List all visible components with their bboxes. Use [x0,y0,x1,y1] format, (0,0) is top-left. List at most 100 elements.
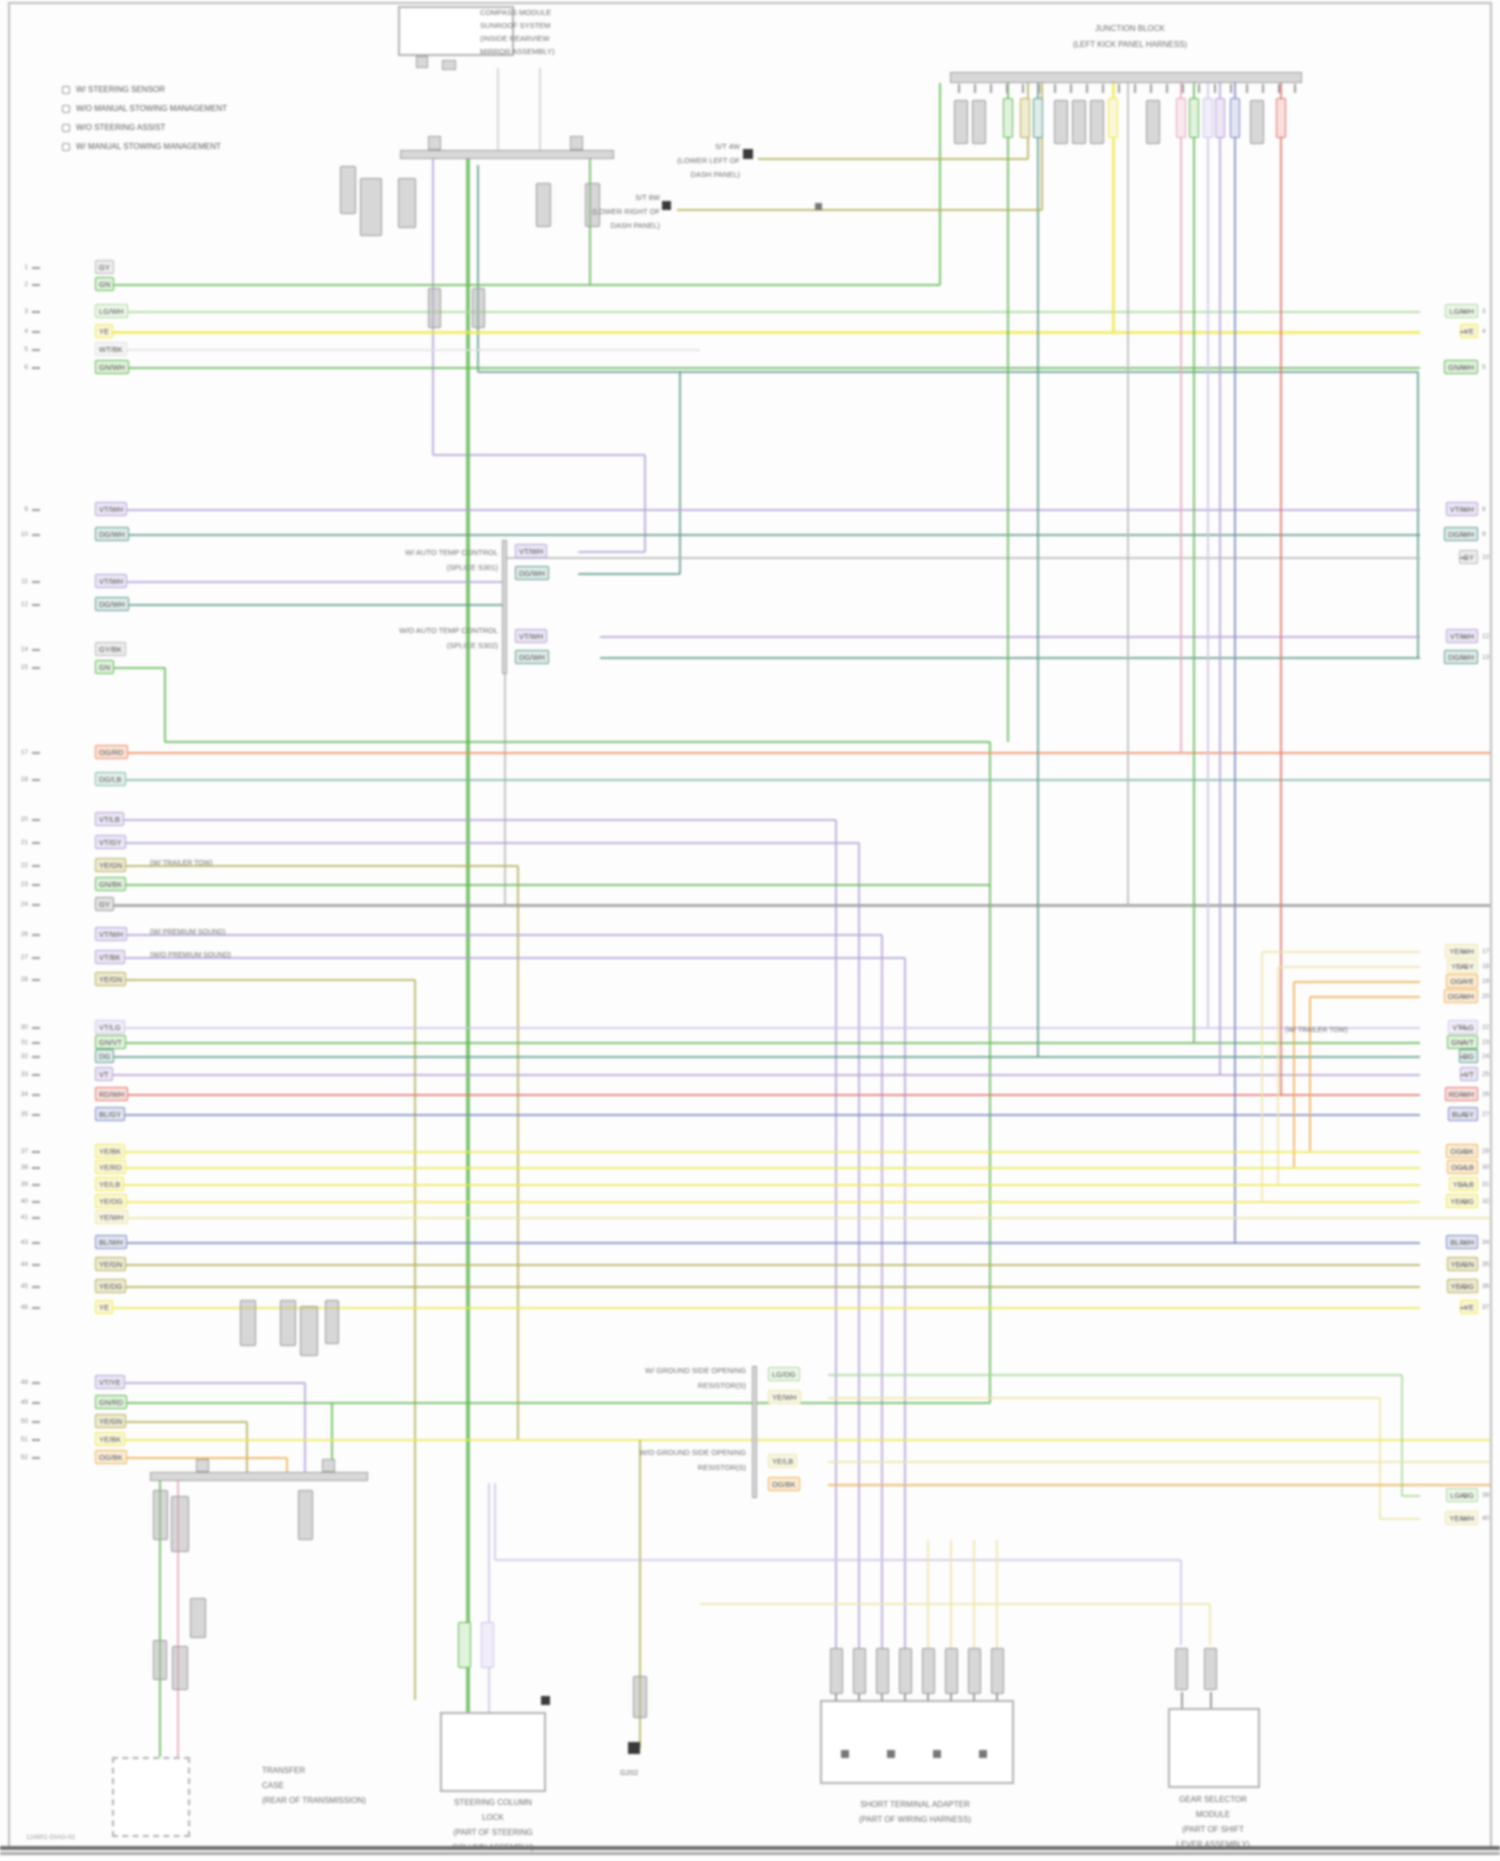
pin-number: 23 [1482,1039,1490,1046]
pin-number: 8 [1482,506,1486,513]
wire-segment-GN [165,741,990,743]
pin-number: 34 [20,1091,28,1098]
footer-drawing-number: 124901-DIAG-02 [26,1834,76,1841]
inline-connector-chip [153,1490,168,1540]
rail-pin-tick [32,1217,40,1219]
wire-code-chip: GN/VT [95,1035,126,1049]
pin-number: 32 [1482,1198,1490,1205]
steering-column-lock-label: STEERING COLUMN [454,1798,532,1807]
bottom-connector-tick [973,1694,975,1701]
wire-segment-YE [95,1184,1420,1186]
wire-code-chip: YE/GN [95,1414,127,1428]
inline-connector-chip [922,1648,935,1694]
rail-pin-tick [1460,331,1468,333]
wire-segment-VT [95,957,905,959]
wire-segment-GN [1007,83,1009,742]
rail-pin-tick [32,1402,40,1404]
pin-number: 40 [20,1198,28,1205]
rail-pin-tick [1460,1264,1468,1266]
junction-pin-tick [1166,84,1168,93]
junction-pin-tick [1278,84,1280,93]
wire-segment-YE [95,1439,1490,1441]
wire-segment-VT [95,581,502,583]
junction-note: W/ GROUND SIDE OPENING [645,1366,746,1375]
wire-segment-GN [95,667,165,669]
wire-code-chip: VT/WH [95,574,128,588]
junction-pin-tick [958,84,960,93]
pin-number: 23 [20,881,28,888]
inline-connector-chip-colored [1189,98,1199,138]
frame-top [8,2,1492,4]
wire-segment-GYL [539,68,541,150]
pin-number: 37 [1482,1304,1490,1311]
pin-number: 34 [1482,1239,1490,1246]
connector-bar [150,1472,368,1481]
pin-number: 10 [20,531,28,538]
bottom-connector-tick [950,1694,952,1701]
wire-segment-YE [95,1201,1420,1203]
bottom-connector-tick [904,1694,906,1701]
junction-pin-tick [1150,84,1152,93]
wire-segment-DG [1417,372,1419,658]
transfer-case-label: TRANSFER [262,1766,306,1775]
pin-number: 39 [20,1181,28,1188]
wire-segment-PY [828,1461,1490,1463]
wire-code-chip: OG/BK [95,1450,127,1464]
wire-code-chip: GY/BK [95,642,126,656]
rail-pin-tick [1460,1184,1468,1186]
gear-selector-label: GEAR SELECTOR [1179,1795,1247,1804]
splice-label: DASH PANEL) [610,221,660,230]
junction-note: W/O AUTO TEMP CONTROL [399,626,498,635]
terminal-adapter-label: (PART OF WIRING HARNESS) [858,1815,971,1824]
top-module-label-1: COMPASS MODULE [480,8,552,17]
rail-pin-tick [32,884,40,886]
ground-label: G202 [620,1768,639,1777]
rail-pin-tick [32,1184,40,1186]
rail-pin-tick [32,979,40,981]
gear-selector-tick [1210,1692,1212,1708]
wire-segment-VT [95,509,1420,511]
wire-code-chip: WT/BK [95,342,127,356]
inline-connector-chip-colored [481,1622,494,1668]
bottom-connector-tick [996,1694,998,1701]
wire-segment-OL [95,1286,1420,1288]
inline-connector-chip-colored [458,1622,471,1668]
wire-segment-OL [95,979,415,981]
junction-note: (SPLICE S302) [446,641,498,650]
inline-connector-chip-colored [1215,98,1225,138]
junction-wire-chip: VT/WH [515,629,548,643]
splice-dot [841,1750,849,1758]
pin-number: 30 [1482,1164,1490,1171]
pin-number: 6 [24,364,28,371]
inline-connector-chip [171,1496,189,1552]
junction-wire-chip: DG/WH [515,650,549,664]
pin-number: 24 [20,901,28,908]
wire-code-chip: YE/GN [95,1257,127,1271]
steering-column-lock-box [440,1712,546,1792]
steering-column-lock-label: (PART OF STEERING [453,1828,533,1837]
terminal-adapter-label: SHORT TERMINAL ADAPTER [860,1800,970,1809]
inline-connector-chip [991,1648,1004,1694]
rail-pin-tick [32,1056,40,1058]
inline-connector-chip [1090,100,1104,144]
variant-note: (W/ TRAILER TOW) [150,860,213,867]
rail-pin-tick [32,284,40,286]
wire-segment-DG [1037,83,1039,1057]
rail-pin-tick [32,509,40,511]
pin-number: 26 [20,931,28,938]
rail-pin-tick [32,1286,40,1288]
wire-segment-OL [639,1440,641,1748]
wire-code-chip: YE [95,1300,114,1314]
rail-pin-tick [32,1421,40,1423]
wire-segment-GY [1127,83,1129,905]
wire-segment-RD [1280,83,1282,1095]
inline-connector-chip-colored [1276,98,1286,138]
pin-number: 39 [1482,1492,1490,1499]
pin-number: 25 [1482,1071,1490,1078]
inline-connector-chip-colored [1020,98,1030,138]
wire-segment-GYD [95,903,1490,907]
rail-pin-tick [1460,534,1468,536]
top-module-label-4: MIRROR ASSEMBLY) [480,47,555,56]
wire-segment-OL [1041,83,1043,210]
pin-number: 14 [20,646,28,653]
